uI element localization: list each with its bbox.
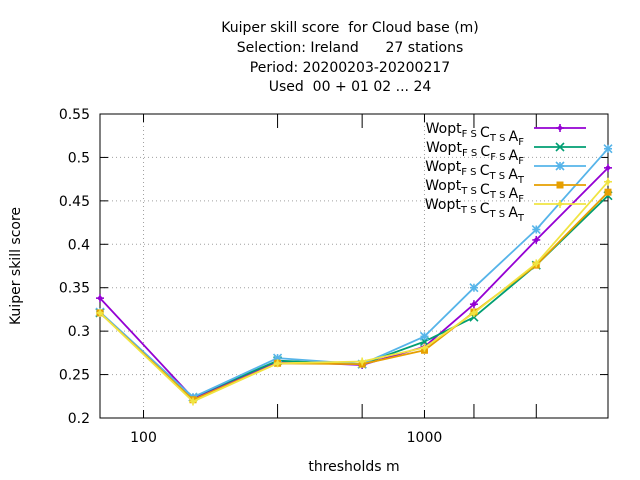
series-line [99,191,609,401]
y-tick-label: 0.4 [68,237,90,253]
data-point-marker [469,283,479,293]
data-point-marker [359,359,365,364]
legend-entry: WoptT S CT S AT [425,197,586,224]
series-2 [95,191,613,402]
legend-label-subscript: F [518,137,524,148]
data-point-marker [557,201,563,207]
y-tick-label: 0.3 [68,324,90,340]
chart-title-line: Used 00 + 01 02 ... 24 [269,79,432,95]
legend-label-subscript: T S [489,190,509,201]
chart-title-line: Selection: Ireland 27 stations [237,40,464,56]
legend-entry: WoptF S CT S AF [426,121,586,148]
series-1 [96,163,612,403]
data-point-marker [534,237,539,243]
y-tick-label: 0.45 [59,194,90,210]
legend-label-text: Wopt [425,178,461,194]
data-point-marker [97,295,103,301]
legend-label-text: A [509,148,519,164]
y-tick-label: 0.5 [68,150,90,166]
legend: WoptF S CT S AF WoptF S CF S AF WoptF S … [425,121,586,224]
data-point-marker [471,310,477,316]
data-point-marker [556,181,564,189]
y-tick-label: 0.35 [59,281,90,297]
legend-label: WoptT S CT S AT [425,197,525,224]
legend-label-subscript: F S [462,148,480,159]
legend-entry: WoptF S CT S AT [425,159,586,186]
legend-label-subscript: F S [490,152,508,163]
x-tick-label: 1000 [407,430,443,446]
data-point-marker [555,161,565,171]
data-point-marker [471,302,477,307]
grid-lines [100,114,608,418]
series-5 [96,177,612,406]
legend-label-subscript: T S [460,186,480,197]
data-point-marker [603,144,613,154]
legend-label-subscript: T S [488,209,508,220]
legend-label-subscript: F S [461,167,479,178]
legend-label: WoptT S CT S AF [425,178,524,205]
data-point-marker [97,310,103,316]
legend-label-text: C [480,182,490,198]
y-tick-label: 0.55 [59,107,90,123]
data-point-marker [605,179,611,184]
data-point-marker [605,165,611,171]
legend-label-text: C [480,201,490,217]
legend-label-text: A [508,167,518,183]
legend-label-subscript: T S [460,205,480,216]
series-3 [95,144,613,402]
y-tick-label: 0.25 [59,368,90,384]
data-point-marker [275,361,280,366]
data-point-marker [557,125,563,131]
data-point-marker [419,331,430,341]
series-line [99,194,609,399]
data-point-marker [534,261,539,266]
x-axis-label: thresholds m [308,459,399,475]
series-line [99,181,609,403]
y-axis-label: Kuiper skill score [8,207,24,325]
legend-label-subscript: F [518,194,524,205]
data-point-marker [531,224,541,235]
data-series [95,144,613,406]
chart-title: Kuiper skill score for Cloud base (m) Sel… [221,20,479,95]
chart-title-line: Kuiper skill score for Cloud base (m) [221,20,479,36]
x-axis-ticks: 100 1000 [99,114,609,446]
legend-entry: WoptT S CT S AF [425,178,586,205]
legend-label: WoptF S CF S AF [426,140,524,167]
legend-label-text: C [480,125,490,141]
legend-label-text: Wopt [425,197,461,213]
legend-label-text: Wopt [426,140,462,156]
legend-label-subscript: F [518,156,524,167]
legend-label-text: A [509,129,519,145]
data-point-marker [604,188,612,196]
legend-label-text: Wopt [426,121,462,137]
legend-label-subscript: T [517,213,525,224]
plot-frame [99,113,609,419]
data-point-marker [555,142,565,152]
chart-title-line: Period: 20200203-20200217 [250,60,450,76]
legend-label-text: A [509,186,519,202]
legend-label-text: C [480,144,490,160]
legend-label-text: A [508,205,518,221]
legend-label-subscript: T S [488,171,508,182]
y-axis-ticks: 0.2 0.25 0.3 0.35 0.4 0.45 0.5 0.55 [59,107,608,427]
legend-label: WoptF S CT S AT [425,159,525,186]
x-tick-label: 100 [130,430,157,446]
y-tick-label: 0.2 [68,411,90,427]
data-point-marker [190,399,196,404]
legend-label-subscript: T [517,175,525,186]
series-4 [96,188,612,404]
series-line [99,148,609,399]
legend-label-text: C [480,163,490,179]
legend-label-subscript: T S [489,133,509,144]
legend-label-text: Wopt [425,159,461,175]
data-point-marker [422,345,427,350]
legend-label-subscript: F S [462,129,480,140]
legend-entry: WoptF S CF S AF [426,140,586,167]
legend-label: WoptF S CT S AF [426,121,525,148]
